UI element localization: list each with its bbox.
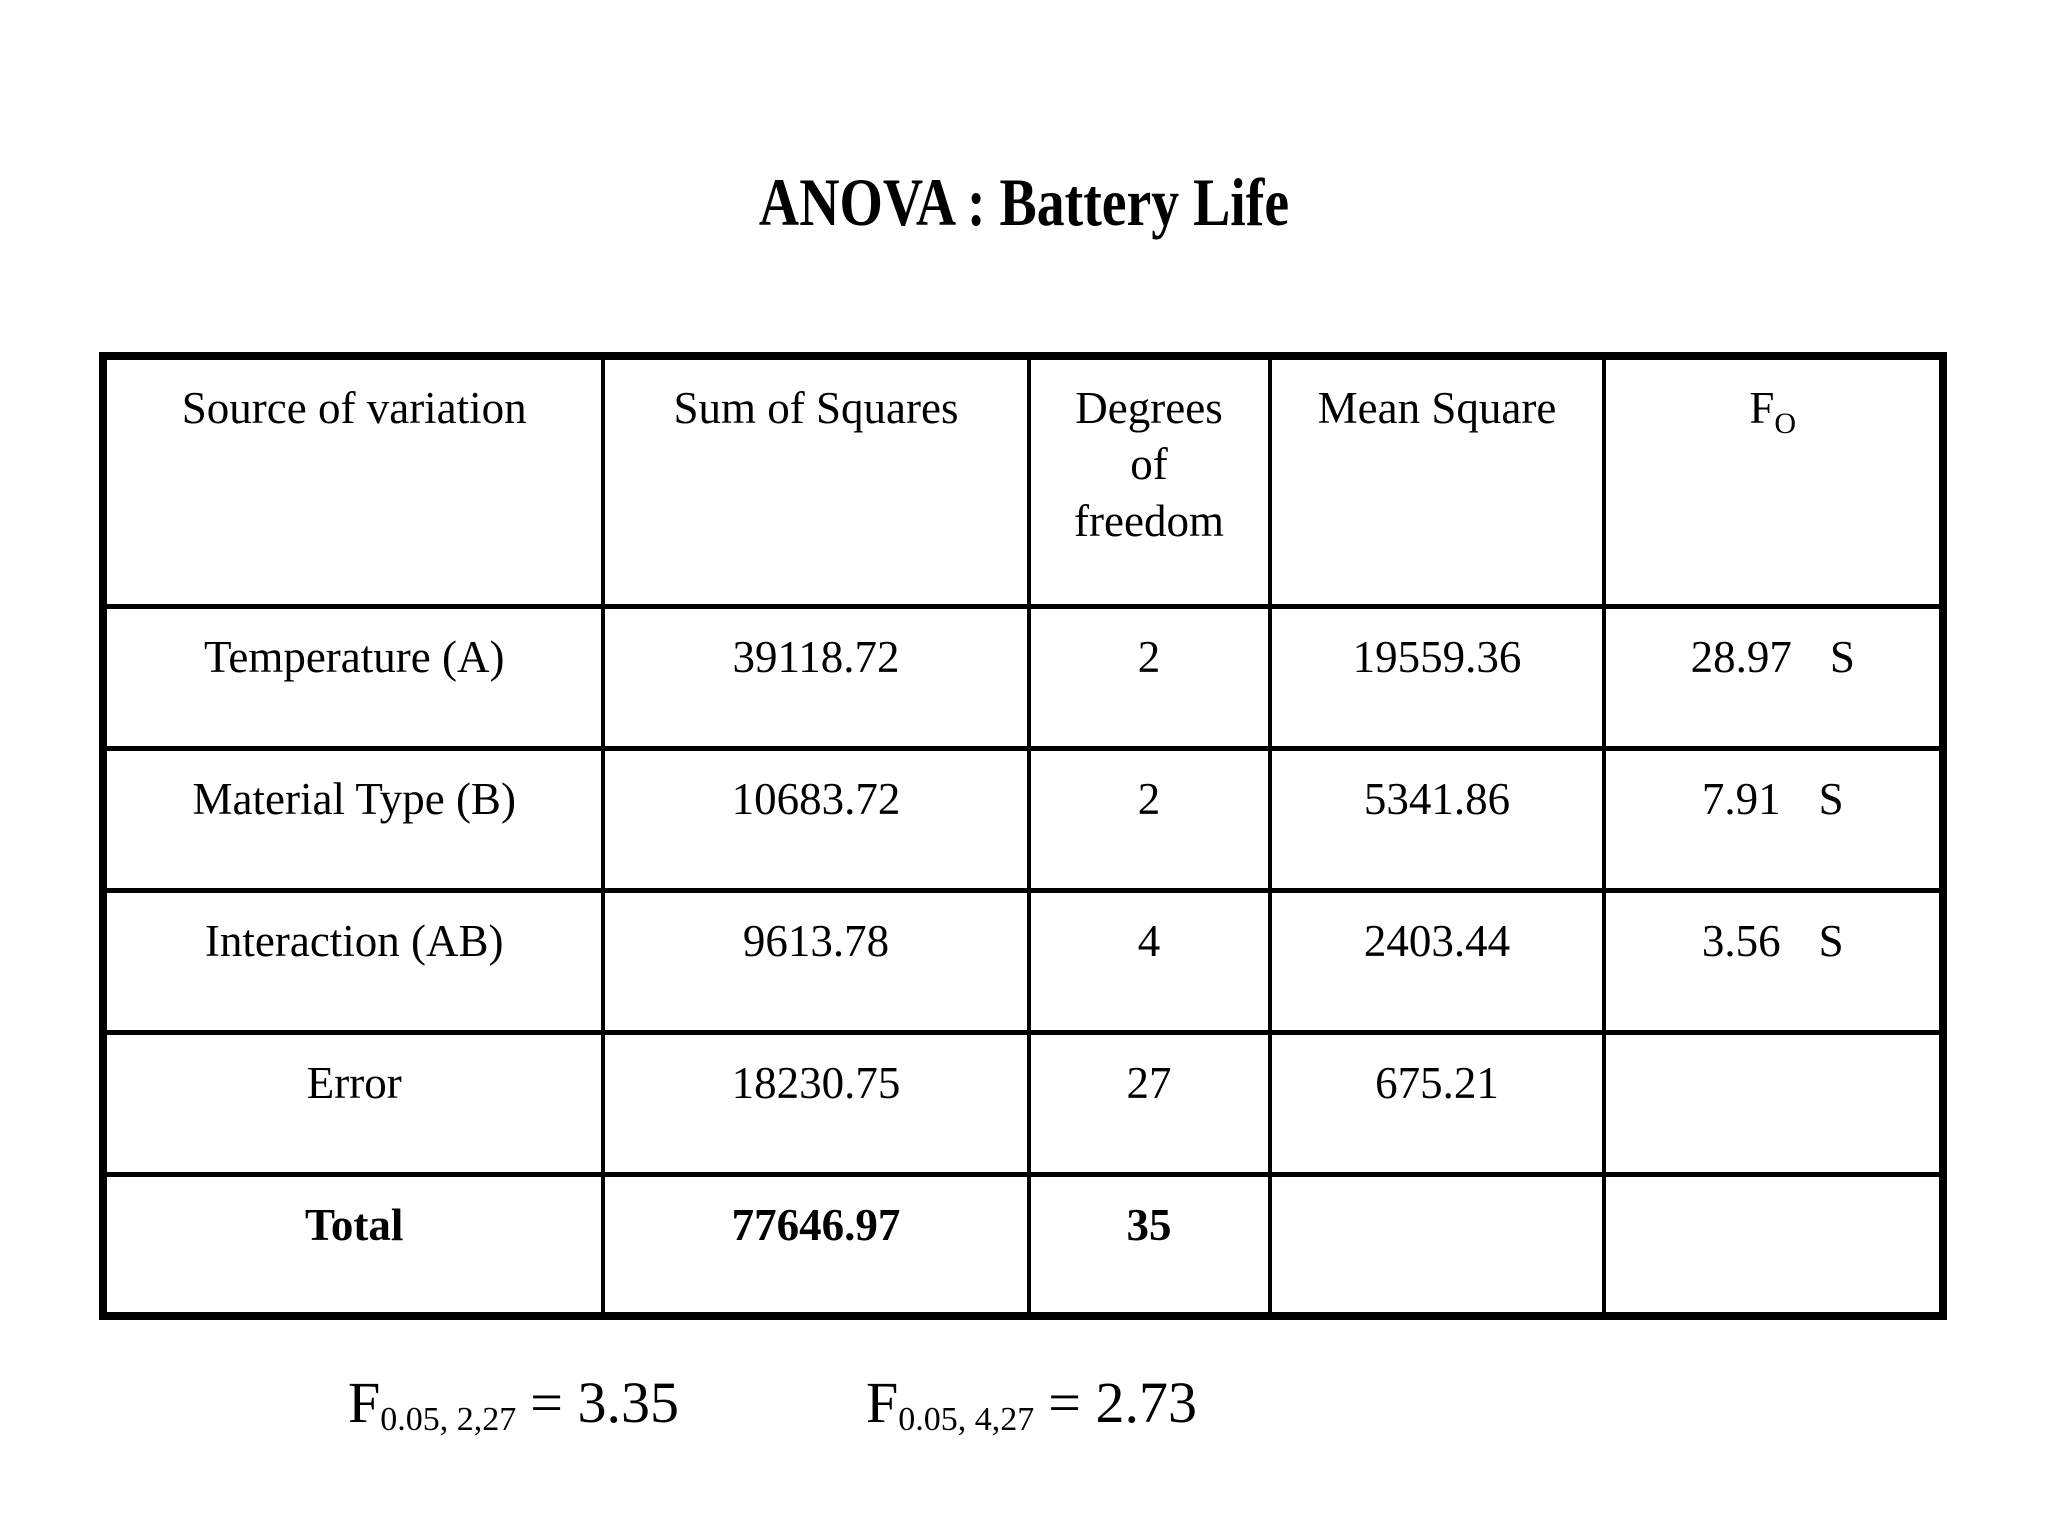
cell-source: Material Type (B) [100, 745, 606, 893]
f0-value: 7.91 [1701, 773, 1781, 824]
header-source-of-variation: Source of variation [100, 353, 606, 609]
page-title: ANOVA : Battery Life [758, 164, 1290, 240]
cell-mean-square [1267, 1171, 1607, 1319]
f0-value: 3.56 [1701, 915, 1781, 966]
table-row-material-type: Material Type (B) 10683.72 2 5341.86 7.9… [100, 745, 1945, 893]
anova-table: Source of variation Sum of Squares Degre… [99, 352, 1947, 1320]
table-header-row: Source of variation Sum of Squares Degre… [100, 353, 1945, 609]
f-subscript: 0.05, 4,27 [898, 1401, 1035, 1439]
f0-base: F [1749, 383, 1775, 433]
f-base: F [866, 1370, 899, 1435]
significance-flag: S [1829, 631, 1855, 682]
cell-sum-of-squares: 10683.72 [601, 745, 1031, 893]
cell-mean-square: 675.21 [1267, 1029, 1607, 1177]
cell-source: Total [100, 1171, 606, 1319]
f0-subscript: O [1774, 407, 1797, 440]
f-critical-value-2: F0.05, 4,27 = 2.73 [866, 1374, 1197, 1437]
f0-value: 28.97 [1690, 631, 1792, 682]
cell-f0 [1602, 1029, 1945, 1177]
significance-flag: S [1818, 915, 1844, 966]
cell-mean-square: 5341.86 [1267, 745, 1607, 893]
f-subscript: 0.05, 2,27 [380, 1401, 517, 1439]
cell-f0 [1602, 1171, 1945, 1319]
cell-degrees-of-freedom: 4 [1026, 887, 1272, 1035]
significance-flag: S [1818, 773, 1844, 824]
cell-source: Error [100, 1029, 606, 1177]
cell-mean-square: 2403.44 [1267, 887, 1607, 1035]
table-row-total: Total 77646.97 35 [100, 1171, 1945, 1319]
f-equals-value: = 3.35 [530, 1370, 679, 1435]
f-equals-value: = 2.73 [1048, 1370, 1197, 1435]
header-mean-square: Mean Square [1267, 353, 1607, 609]
cell-sum-of-squares: 9613.78 [601, 887, 1031, 1035]
cell-sum-of-squares: 39118.72 [601, 603, 1031, 751]
header-degrees-of-freedom: Degrees of freedom [1026, 353, 1272, 609]
cell-source: Interaction (AB) [100, 887, 606, 1035]
cell-f0: 7.91 S [1602, 745, 1945, 893]
table-row-interaction: Interaction (AB) 9613.78 4 2403.44 3.56 S [100, 887, 1945, 1035]
table-row-error: Error 18230.75 27 675.21 [100, 1029, 1945, 1177]
cell-sum-of-squares: 18230.75 [601, 1029, 1031, 1177]
f-base: F [348, 1370, 381, 1435]
header-f0: FO [1602, 353, 1945, 609]
cell-degrees-of-freedom: 2 [1026, 603, 1272, 751]
cell-degrees-of-freedom: 27 [1026, 1029, 1272, 1177]
cell-mean-square: 19559.36 [1267, 603, 1607, 751]
header-sum-of-squares: Sum of Squares [601, 353, 1031, 609]
f-critical-value-1: F0.05, 2,27 = 3.35 [348, 1374, 679, 1437]
cell-degrees-of-freedom: 35 [1026, 1171, 1272, 1319]
cell-sum-of-squares: 77646.97 [601, 1171, 1031, 1319]
cell-f0: 3.56 S [1602, 887, 1945, 1035]
cell-f0: 28.97 S [1602, 603, 1945, 751]
table-row-temperature: Temperature (A) 39118.72 2 19559.36 28.9… [100, 603, 1945, 751]
cell-source: Temperature (A) [100, 603, 606, 751]
cell-degrees-of-freedom: 2 [1026, 745, 1272, 893]
